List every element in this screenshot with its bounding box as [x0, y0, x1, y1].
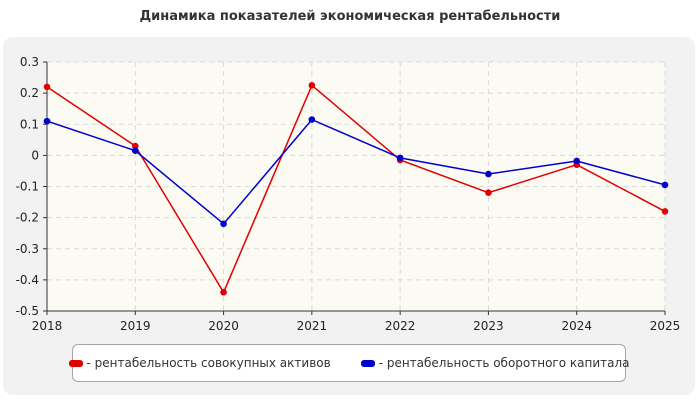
series-1-point: [661, 208, 669, 215]
legend-swatch-series-2: [360, 359, 375, 367]
x-tick-label: 2020: [208, 319, 239, 333]
y-tick-label: -0.3: [16, 242, 39, 256]
chart-title: Динамика показателей экономическая рента…: [139, 9, 561, 24]
x-tick-label: 2024: [561, 319, 592, 333]
legend-swatch-series-1: [68, 359, 83, 367]
series-1-line: [46, 84, 666, 294]
y-tick-label: 0.2: [20, 86, 39, 100]
series-2-point: [485, 170, 492, 178]
series-2-line: [46, 118, 666, 225]
legend-item-series-1[interactable]: - рентабельность совокупных активов: [68, 356, 331, 370]
series-1-point: [131, 142, 139, 150]
series-1-point: [220, 289, 227, 296]
series-1-point: [485, 189, 492, 197]
y-tick-label: 0.3: [20, 55, 39, 69]
x-tick-label: 2018: [32, 319, 63, 333]
legend-label-series-2: - рентабельность оборотного капитала: [378, 356, 630, 370]
y-tick-label: 0.1: [20, 117, 39, 131]
legend-item-series-2[interactable]: - рентабельность оборотного капитала: [360, 356, 630, 370]
x-tick-label: 2022: [385, 319, 416, 333]
x-tick-label: 2021: [297, 319, 328, 333]
y-tick-label: -0.4: [16, 273, 39, 287]
chart-legend: - рентабельность совокупных активов - ре…: [68, 344, 630, 382]
x-tick-label: 2019: [120, 319, 151, 333]
series-1-point: [308, 82, 316, 89]
series-2-point: [131, 147, 139, 155]
y-tick-label: -0.2: [16, 211, 39, 225]
series-1-point: [43, 83, 51, 91]
series-2-point: [661, 181, 669, 189]
legend-label-series-1: - рентабельность совокупных активов: [86, 356, 331, 370]
series-2-point: [573, 157, 581, 165]
series-2-point: [308, 116, 316, 123]
y-tick-label: -0.1: [16, 180, 39, 194]
series-2-point: [220, 220, 227, 228]
x-tick-label: 2025: [650, 319, 681, 333]
x-tick-label: 2023: [473, 319, 504, 333]
y-tick-label: 0: [31, 148, 39, 162]
series-2-point: [396, 154, 404, 162]
y-tick-label: -0.5: [16, 304, 39, 318]
series-2-point: [43, 117, 51, 125]
